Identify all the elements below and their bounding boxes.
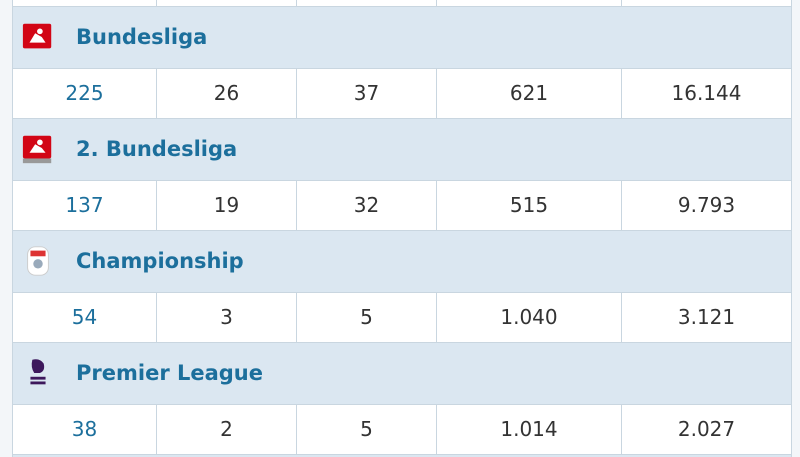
stats-row: 137 19 32 515 9.793	[13, 181, 791, 231]
league-name[interactable]: 2. Bundesliga	[76, 137, 238, 161]
stat-cell: 9.793	[621, 181, 791, 230]
league-logo[interactable]	[21, 355, 55, 391]
stat-cell[interactable]: 137	[65, 193, 104, 217]
league-header: 2. Bundesliga	[13, 119, 791, 181]
stat-cell[interactable]: 225	[65, 81, 104, 105]
league-name[interactable]: Bundesliga	[76, 25, 208, 49]
stat-cell[interactable]: 38	[71, 417, 98, 441]
competition-table: Bundesliga 225 26 37 621 16.144 2. Bundesliga 1…	[12, 0, 792, 457]
previous-row	[13, 0, 791, 7]
cell	[296, 0, 436, 6]
stat-cell: 1.014	[436, 405, 621, 454]
stat-cell: 32	[296, 181, 436, 230]
table-body: Bundesliga 225 26 37 621 16.144 2. Bundesliga 1…	[13, 7, 791, 455]
cell	[621, 0, 791, 6]
stat-cell: 2	[156, 405, 296, 454]
stat-cell: 5	[296, 293, 436, 342]
stat-cell: 2.027	[621, 405, 791, 454]
stat-cell: 3.121	[621, 293, 791, 342]
cell	[156, 0, 296, 6]
cell	[436, 0, 621, 6]
league-header: Premier League	[13, 343, 791, 405]
stat-cell: 26	[156, 69, 296, 118]
stats-row: 38 2 5 1.014 2.027	[13, 405, 791, 455]
stat-cell: 621	[436, 69, 621, 118]
stat-cell: 515	[436, 181, 621, 230]
league-header: Championship	[13, 231, 791, 293]
stats-row: 225 26 37 621 16.144	[13, 69, 791, 119]
stat-cell: 3	[156, 293, 296, 342]
stat-cell: 16.144	[621, 69, 791, 118]
league-logo[interactable]	[21, 19, 55, 55]
stats-row: 54 3 5 1.040 3.121	[13, 293, 791, 343]
league-header: Bundesliga	[13, 7, 791, 69]
stat-cell[interactable]: 54	[71, 305, 98, 329]
league-name[interactable]: Premier League	[76, 361, 264, 385]
league-name[interactable]: Championship	[76, 249, 244, 273]
stat-cell: 19	[156, 181, 296, 230]
stat-cell: 1.040	[436, 293, 621, 342]
stat-cell: 5	[296, 405, 436, 454]
league-logo[interactable]	[21, 243, 55, 279]
league-logo[interactable]	[21, 131, 55, 167]
cell	[13, 0, 156, 6]
stat-cell: 37	[296, 69, 436, 118]
